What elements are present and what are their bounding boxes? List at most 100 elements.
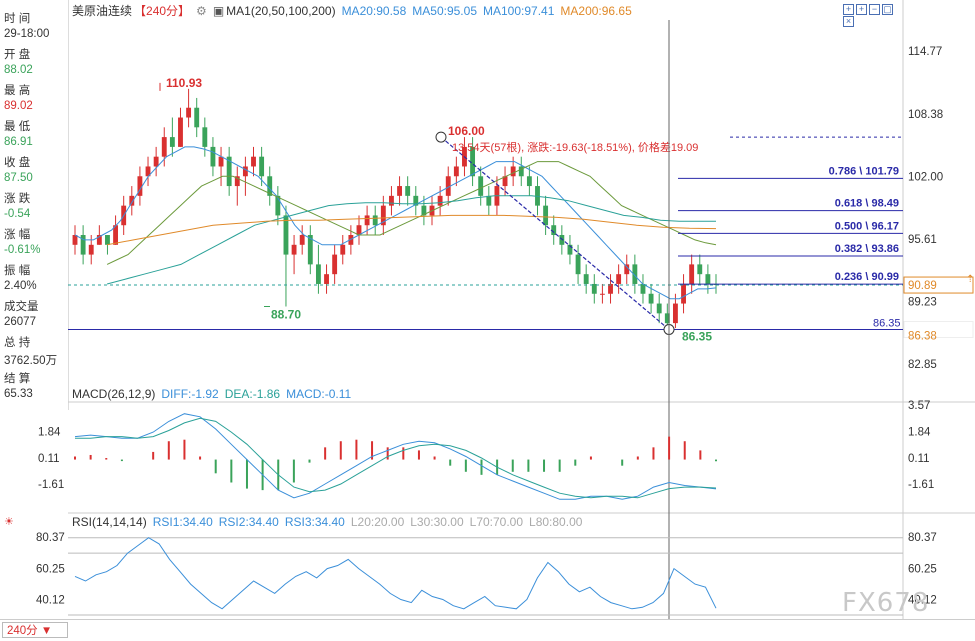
support-line-label: 86.35 (873, 317, 901, 329)
candle-body (486, 195, 492, 206)
candle-body (502, 176, 508, 187)
candle-body (640, 283, 646, 294)
fullscreen-icon[interactable]: ▢ (882, 4, 893, 15)
fib-level-label: 0.382 \ 93.86 (835, 243, 899, 255)
l70-value: L70:70.00 (469, 515, 524, 529)
candle-body (251, 156, 256, 167)
candle-body (413, 195, 419, 206)
info-label: 开 盘 (4, 49, 31, 61)
info-value: 26077 (4, 316, 36, 328)
rsi-settings-icon[interactable]: ☀ (4, 516, 14, 528)
ma-line-ma200 (107, 214, 717, 246)
candle-body (616, 274, 622, 284)
rsi1-value: RSI1:34.40 (152, 515, 213, 529)
candle-body (234, 176, 240, 187)
fib-level-label: 0.786 \ 101.79 (829, 165, 899, 177)
candle-body (462, 146, 467, 167)
symbol-name[interactable]: 美原油连续 (72, 4, 133, 18)
crosshair-icon[interactable]: + (843, 4, 854, 15)
fib-level-label: 0.500 \ 96.17 (835, 220, 899, 232)
candle-body (178, 117, 183, 147)
candle-body (161, 137, 167, 157)
rsi-tick-left: 40.12 (36, 594, 65, 606)
candle-body (242, 166, 248, 177)
candle-body (129, 195, 135, 206)
candle-body (153, 156, 159, 167)
candle-body (226, 156, 232, 187)
candle-body (518, 166, 524, 177)
secondary-price-value: 86.38 (908, 330, 937, 342)
fib-level-label: 0.236 \ 90.99 (835, 271, 899, 283)
candle-body (697, 264, 703, 275)
macd-tick-left: 1.84 (38, 426, 61, 438)
chart-header: 美原油连续 【240分】 ⚙ ▣ MA1(20,50,100,200) MA20:90.5… (72, 2, 638, 19)
measure-line (440, 136, 670, 330)
ma-line-ma100 (106, 195, 717, 285)
candle-body (608, 283, 613, 294)
candle-body (332, 254, 338, 275)
info-label: 总 持 (4, 337, 31, 349)
candle-body (559, 235, 565, 245)
info-label: 成交量 (4, 301, 39, 313)
candle-body (307, 235, 313, 265)
info-value: -0.61% (4, 244, 41, 256)
macd-dea: DEA:-1.86 (224, 387, 281, 401)
settings-gear-icon[interactable]: ⚙ (196, 4, 207, 18)
candle-body (535, 186, 540, 206)
candle-body (397, 186, 402, 196)
candle-body (445, 176, 451, 196)
candle-body (283, 215, 289, 255)
price-tick-label: 89.23 (908, 296, 937, 308)
candle-body (478, 176, 484, 196)
info-value: 88.02 (4, 64, 33, 76)
ma-icon[interactable]: ▣ (212, 4, 225, 18)
macd-tick-right: 3.57 (908, 400, 930, 412)
info-label: 结 算 (4, 373, 31, 385)
ma20-value: MA20:90.58 (341, 4, 407, 18)
macd-header: MACD(26,12,9) DIFF:-1.92 DEA:-1.86 MACD:-0.… (72, 387, 357, 401)
current-price-value: 90.89 (908, 280, 937, 292)
candle-body (437, 195, 443, 206)
l80-value: L80:80.00 (529, 515, 583, 529)
info-value: 86.91 (4, 136, 33, 148)
candle-body (348, 235, 354, 245)
swing-high-label: 106.00 (448, 124, 485, 138)
candle-body (315, 264, 321, 284)
macd-tick-left: 0.11 (38, 453, 60, 465)
macd-diff: DIFF:-1.92 (161, 387, 219, 401)
info-label: 最 高 (4, 85, 31, 97)
close-icon[interactable]: × (843, 16, 854, 27)
info-label: 时 间 (4, 13, 31, 25)
macd-tick-right: -1.61 (908, 479, 934, 491)
rsi-header: RSI(14,14,14) RSI1:34.40 RSI2:34.40 RSI3:34… (72, 515, 588, 529)
period-selector[interactable]: 240分 ▼ (2, 622, 68, 638)
rsi2-value: RSI2:34.40 (218, 515, 279, 529)
info-value: 29-18:00 (4, 28, 50, 40)
price-tick-label: 95.61 (908, 234, 937, 246)
candle-body (405, 186, 411, 196)
candle-body (356, 225, 362, 236)
macd-line-dea (75, 417, 717, 499)
rsi-tick-left: 60.25 (36, 563, 65, 575)
ma-title: MA1(20,50,100,200) (226, 4, 336, 18)
candle-body (372, 215, 378, 226)
rsi-title[interactable]: RSI(14,14,14) (72, 515, 147, 529)
macd-title[interactable]: MACD(26,12,9) (72, 387, 156, 401)
candle-body (494, 186, 500, 206)
candle-body (656, 303, 662, 314)
macd-line-diff (74, 413, 717, 500)
measure-start-point (435, 131, 447, 143)
candle-body (599, 293, 605, 295)
candle-body (113, 225, 119, 245)
candle-body (713, 283, 719, 285)
candle-body (526, 176, 532, 187)
info-label: 涨 跌 (4, 193, 31, 205)
info-label: 最 低 (4, 121, 31, 133)
period-label[interactable]: 【240分】 (134, 4, 191, 18)
candle-body (121, 205, 127, 226)
zoom-out-icon[interactable]: − (869, 4, 880, 15)
zoom-in-icon[interactable]: + (856, 4, 867, 15)
candle-body (275, 195, 281, 216)
price-tick-label: 114.77 (908, 46, 942, 58)
